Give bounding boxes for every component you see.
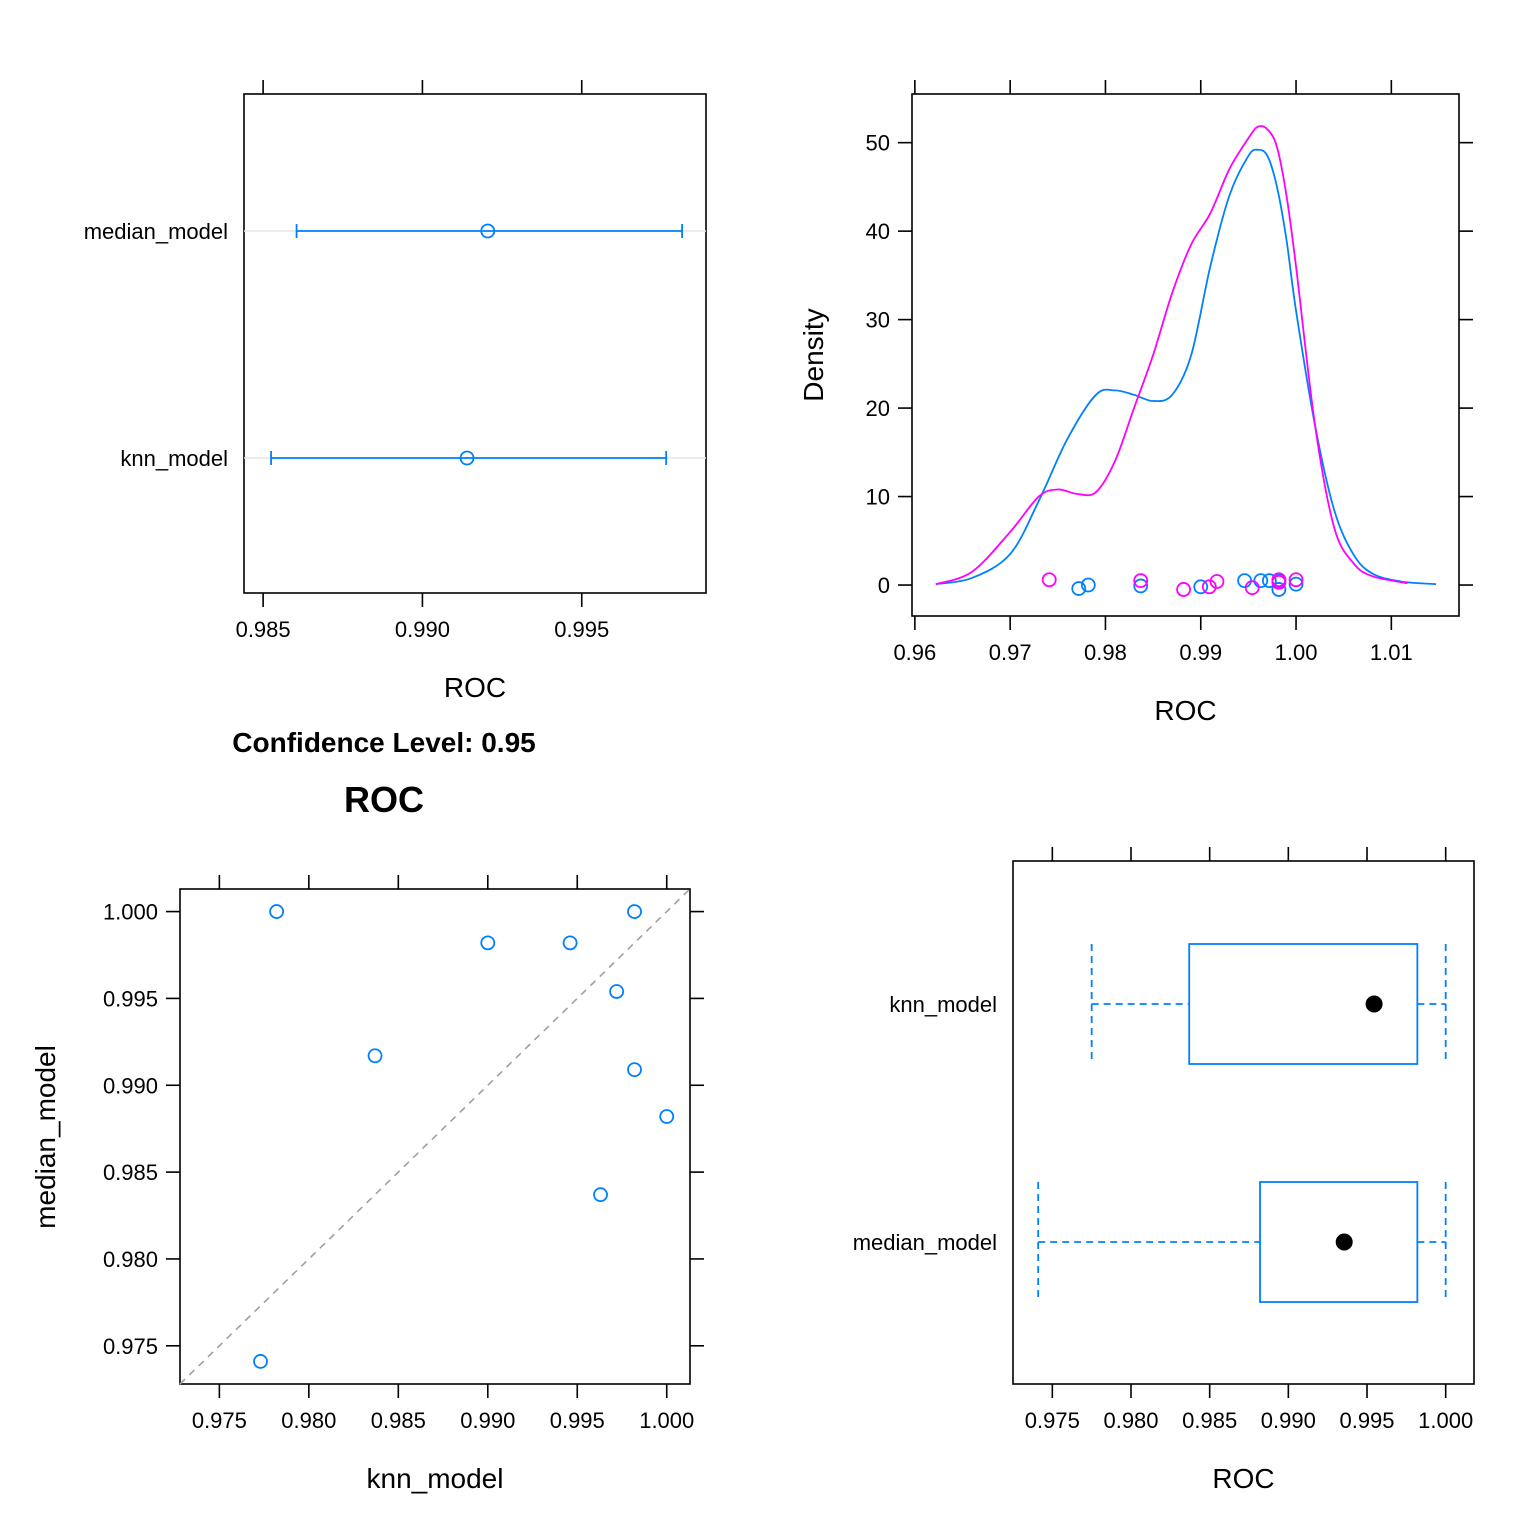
y-tick-label: 40 xyxy=(866,219,890,244)
rug-point-median-model xyxy=(1133,573,1149,589)
x-tick-label: 1.000 xyxy=(639,1408,694,1433)
rug-point-median-model xyxy=(1271,574,1287,590)
x-tick-label: 1.000 xyxy=(1418,1408,1473,1433)
x-tick-label: 0.97 xyxy=(989,640,1032,665)
x-tick-label: 0.985 xyxy=(1182,1408,1237,1433)
x-tick-label: 0.975 xyxy=(1025,1408,1080,1433)
y-tick-label: 1.000 xyxy=(103,900,158,925)
rug-point-knn-model xyxy=(1288,576,1304,592)
x-tick-label: 0.990 xyxy=(460,1408,515,1433)
density-panel: 0.96 0.97 0.98 0.99 1.00 1.01 0 10 20 30 40 50 ROC De… xyxy=(798,80,1473,726)
rug-point-median-model xyxy=(1244,580,1260,596)
rug-point-knn-model xyxy=(1193,579,1209,595)
category-label: knn_model xyxy=(889,992,997,1017)
scatter-title: ROC xyxy=(344,779,424,820)
rug-point-knn-model xyxy=(1271,582,1287,597)
scatter-point xyxy=(269,904,285,919)
y-axis-label: median_model xyxy=(30,1045,61,1229)
scatter-point xyxy=(609,984,625,999)
x-tick-label: 0.98 xyxy=(1084,640,1127,665)
x-tick-label: 0.995 xyxy=(1339,1408,1394,1433)
category-label: median_model xyxy=(853,1230,997,1255)
rug-point-knn-model xyxy=(1133,578,1149,594)
x-axis-label: ROC xyxy=(444,672,506,703)
x-axis-label: knn_model xyxy=(367,1463,504,1494)
x-axis-label: ROC xyxy=(1212,1463,1274,1494)
median-dot xyxy=(1335,1233,1353,1251)
scatter-point xyxy=(627,904,642,919)
y-tick-label: 0.980 xyxy=(103,1247,158,1272)
scatter-point xyxy=(627,1062,642,1078)
rug-point-knn-model xyxy=(1237,573,1252,589)
x-tick-label: 0.975 xyxy=(192,1408,247,1433)
rug-point-median-model xyxy=(1201,579,1217,595)
rug-point-median-model xyxy=(1288,572,1304,588)
scatter-point xyxy=(367,1048,383,1064)
x-tick-label: 1.00 xyxy=(1275,640,1318,665)
panel-frame xyxy=(243,93,707,594)
y-axis-label: Density xyxy=(798,308,829,401)
rug-point-knn-model xyxy=(1261,573,1277,589)
scatter-point xyxy=(253,1354,268,1369)
scatter-panel: ROC 0.975 0.980 0.985 0.990 0.995 1.000 0.975 0.… xyxy=(30,779,704,1494)
x-tick-label: 0.995 xyxy=(550,1408,605,1433)
y-tick-label: 30 xyxy=(866,308,890,333)
y-tick-label: 20 xyxy=(866,396,890,421)
confidence-caption: Confidence Level: 0.95 xyxy=(232,727,535,758)
category-label: median_model xyxy=(84,219,228,244)
estimate-point xyxy=(459,450,475,466)
x-tick-label: 1.01 xyxy=(1370,640,1413,665)
scatter-point xyxy=(562,935,578,951)
scatter-point xyxy=(480,935,496,951)
x-axis-label: ROC xyxy=(1154,695,1216,726)
y-tick-label: 0.995 xyxy=(103,986,158,1011)
identity-reference-line xyxy=(179,888,691,1385)
density-curve-knn-model xyxy=(935,148,1437,586)
x-tick-label: 0.985 xyxy=(236,617,291,642)
estimate-point xyxy=(480,223,496,239)
y-tick-label: 0 xyxy=(878,573,890,598)
y-tick-label: 0.985 xyxy=(103,1160,158,1185)
x-tick-label: 0.990 xyxy=(1261,1408,1316,1433)
panel-frame xyxy=(911,93,1460,617)
x-tick-label: 0.99 xyxy=(1179,640,1222,665)
rug-point-median-model xyxy=(1041,572,1057,588)
panel-frame xyxy=(1012,860,1475,1385)
dotplot-panel: median_model knn_model 0.985 0.990 0.995 ROC C… xyxy=(84,80,707,758)
panel-frame xyxy=(179,888,691,1385)
y-tick-label: 0.975 xyxy=(103,1334,158,1359)
x-tick-label: 0.980 xyxy=(1103,1408,1158,1433)
scatter-point xyxy=(659,1109,675,1124)
rug-point-median-model xyxy=(1176,582,1191,597)
rug-point-median-model xyxy=(1209,574,1225,589)
rug-point-knn-model xyxy=(1071,581,1087,596)
x-tick-label: 0.995 xyxy=(554,617,609,642)
scatter-point xyxy=(593,1187,608,1203)
x-tick-label: 0.980 xyxy=(281,1408,336,1433)
x-tick-label: 0.990 xyxy=(395,617,450,642)
iqr-box xyxy=(1188,943,1419,1065)
median-dot xyxy=(1365,995,1383,1013)
rug-point-knn-model xyxy=(1080,577,1096,593)
iqr-box xyxy=(1259,1181,1419,1303)
y-tick-label: 50 xyxy=(866,131,890,156)
y-tick-label: 10 xyxy=(866,485,890,510)
x-tick-label: 0.985 xyxy=(371,1408,426,1433)
y-tick-label: 0.990 xyxy=(103,1073,158,1098)
x-tick-label: 0.96 xyxy=(893,640,936,665)
boxplot-panel: knn_model median_model 0.975 0.980 0.985 0.99… xyxy=(853,847,1475,1494)
density-curve-median-model xyxy=(935,125,1408,586)
category-label: knn_model xyxy=(120,446,228,471)
